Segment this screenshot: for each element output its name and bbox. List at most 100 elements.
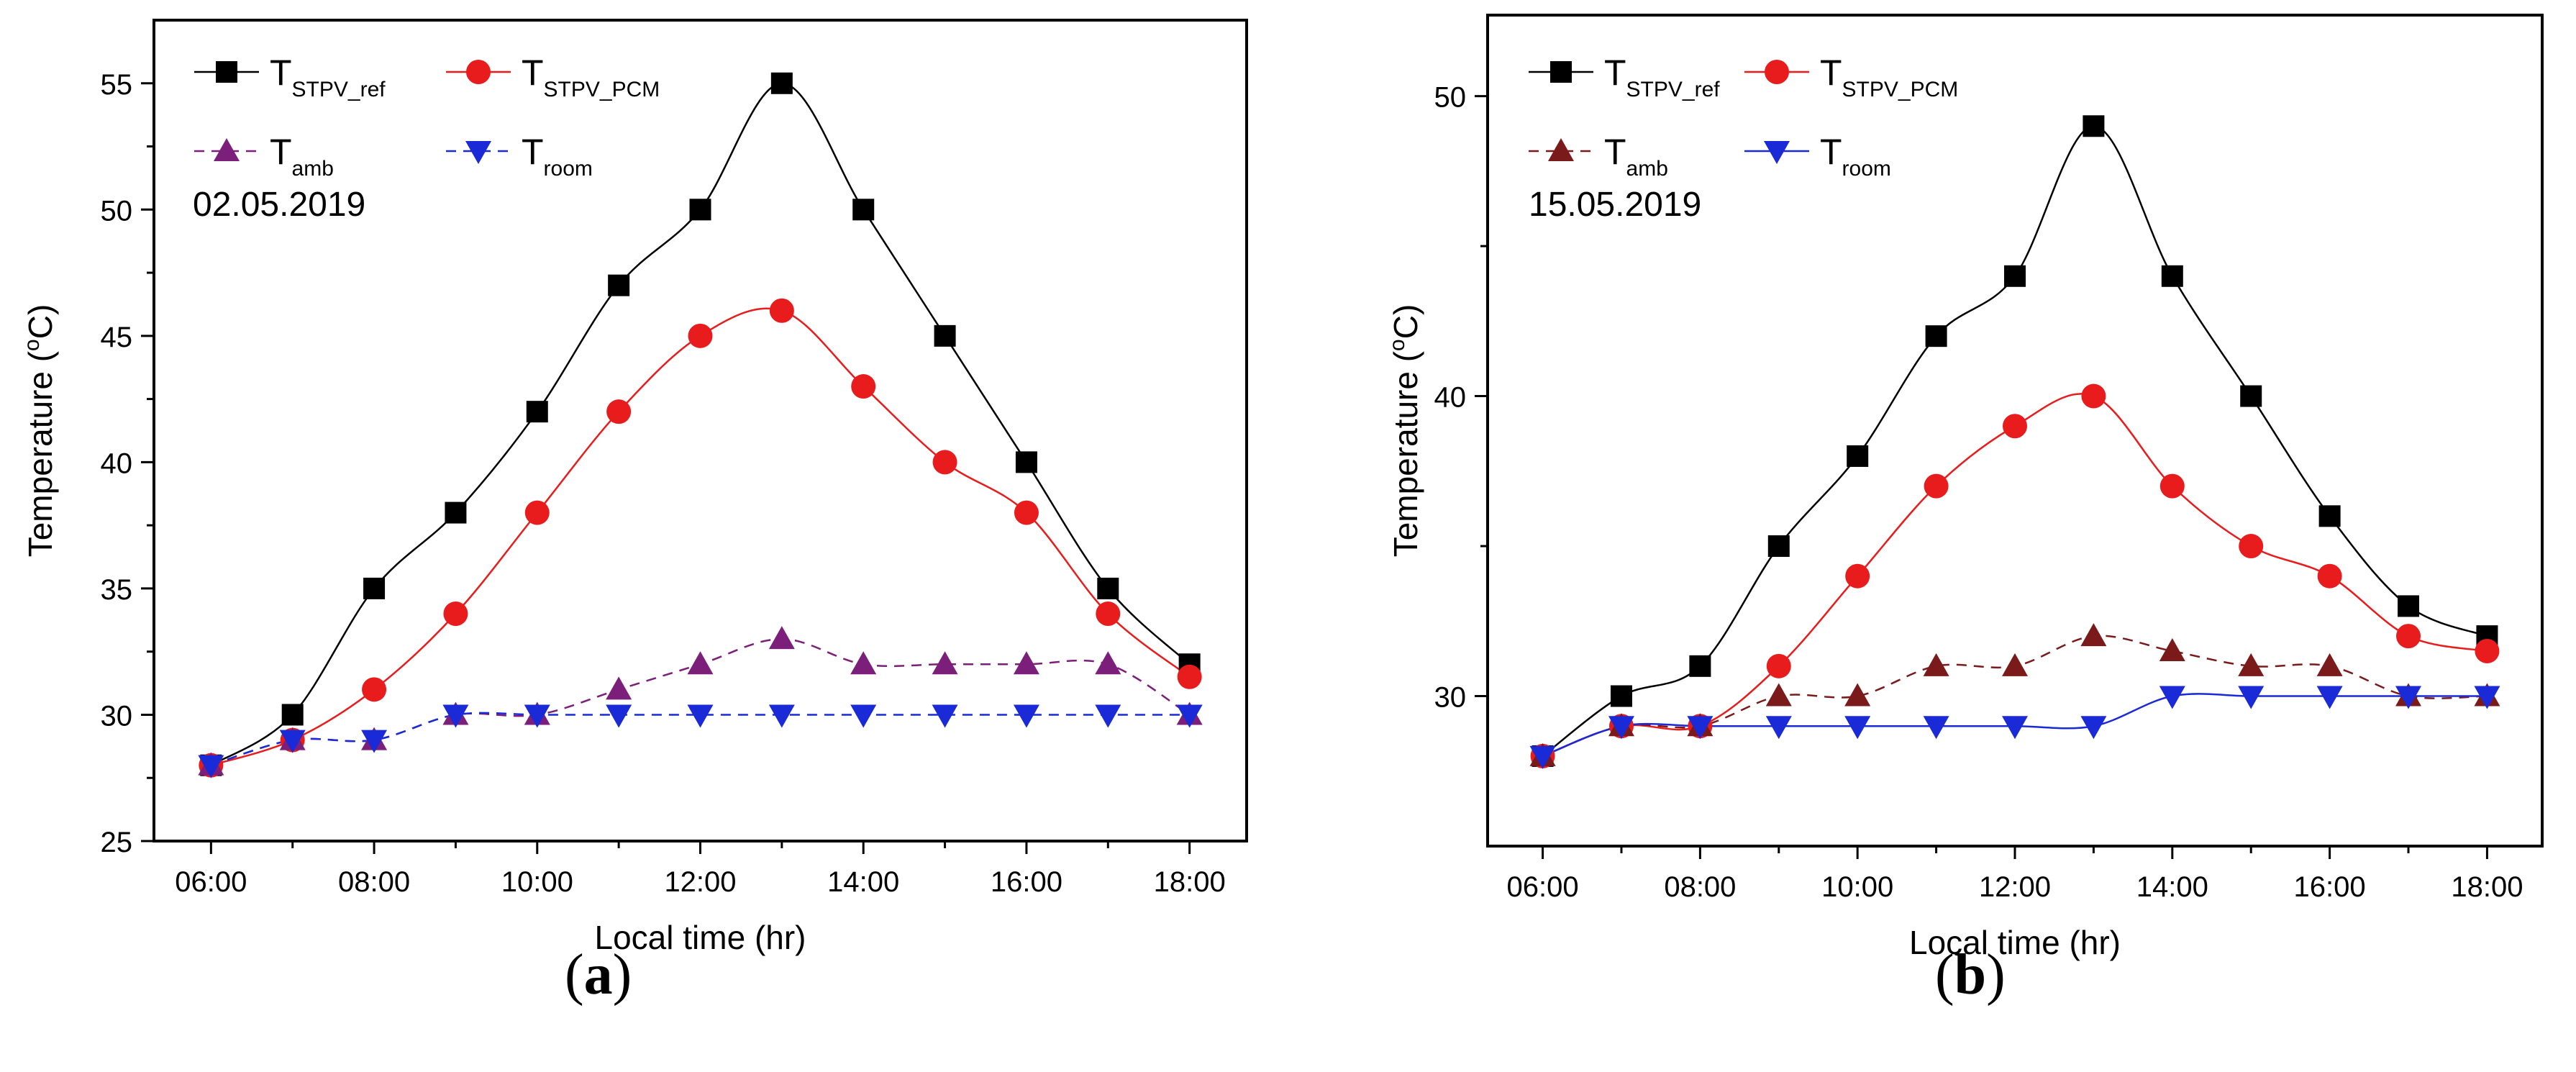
series-line-stpv-ref xyxy=(1542,125,2488,757)
point-stpv-pcm xyxy=(932,450,957,475)
legend-marker xyxy=(216,61,237,83)
x-tick-label: 12:00 xyxy=(664,866,736,898)
legend-label: Tamb xyxy=(1604,132,1668,181)
point-room xyxy=(2474,686,2500,709)
point-stpv-pcm xyxy=(2317,563,2342,589)
y-tick-label: 50 xyxy=(1434,82,1467,114)
y-axis-label: Temperature (oC) xyxy=(20,304,59,558)
point-room xyxy=(1176,704,1203,728)
point-stpv-ref xyxy=(1767,535,1790,558)
legend-entry-amb: Tamb xyxy=(194,132,334,181)
point-amb xyxy=(1844,683,1871,707)
legend-label: TSTPV_ref xyxy=(270,53,386,101)
y-axis-label: Temperature (oC) xyxy=(1385,304,1424,558)
point-stpv-ref xyxy=(689,199,711,221)
legend-entry-stpv-pcm: TSTPV_PCM xyxy=(446,53,660,101)
legend-entry-room: Troom xyxy=(1744,132,1891,181)
point-stpv-pcm xyxy=(2003,414,2027,439)
y-tick-label: 50 xyxy=(101,195,133,227)
legend-label: TSTPV_PCM xyxy=(1820,53,1958,101)
point-stpv-ref xyxy=(1610,685,1632,707)
y-tick-label: 55 xyxy=(101,69,133,101)
point-room xyxy=(850,704,877,728)
point-amb xyxy=(768,626,795,650)
point-stpv-pcm xyxy=(524,500,550,525)
point-stpv-pcm xyxy=(2396,624,2421,649)
y-tick-label: 40 xyxy=(1434,382,1467,414)
point-stpv-ref xyxy=(770,72,793,94)
chart-panel-b: 06:00 08:00 10:00 12:00 14:00 16:00 18:00 30 40 5… xyxy=(1385,14,2544,961)
legend-marker xyxy=(1764,141,1790,164)
y-tick-label: 30 xyxy=(101,700,133,732)
x-tick-label: 12:00 xyxy=(1979,871,2051,903)
y-tick-label: 35 xyxy=(101,574,133,606)
legend-entry-stpv-ref: TSTPV_ref xyxy=(194,53,386,101)
point-room xyxy=(1687,716,1713,740)
panel-label-a: (a) xyxy=(565,943,632,1007)
point-amb xyxy=(2238,653,2265,676)
point-amb xyxy=(1095,651,1121,675)
legend-entry-stpv-ref: TSTPV_ref xyxy=(1529,53,1720,101)
chart-panel-a: 06:00 08:00 10:00 12:00 14:00 16:00 18:00 25 30 3… xyxy=(20,19,1248,956)
x-axis-label: Local time (hr) xyxy=(595,919,806,956)
point-amb xyxy=(2159,637,2185,661)
x-tick-label: 10:00 xyxy=(1821,871,1893,903)
legend-marker xyxy=(1548,138,1574,161)
point-stpv-ref xyxy=(2004,265,2026,287)
legend-label: Troom xyxy=(522,132,593,181)
point-room xyxy=(932,704,958,728)
legend-label-sub: amb xyxy=(292,157,334,181)
point-room xyxy=(524,704,550,728)
legend-label-sub: room xyxy=(544,157,593,181)
point-room xyxy=(1013,704,1039,728)
point-stpv-pcm xyxy=(1096,601,1121,627)
point-stpv-ref xyxy=(1689,655,1711,677)
date-annotation: 15.05.2019 xyxy=(1529,186,1701,224)
legend-label-main: T xyxy=(1820,132,1842,172)
legend-label-main: T xyxy=(522,53,544,93)
x-tick-label: 16:00 xyxy=(2294,871,2366,903)
point-stpv-ref xyxy=(363,577,386,599)
point-amb xyxy=(2316,653,2343,676)
point-stpv-ref xyxy=(934,324,956,347)
x-tick-label: 08:00 xyxy=(1664,871,1736,903)
point-stpv-pcm xyxy=(769,298,794,323)
point-stpv-pcm xyxy=(1766,653,1791,678)
point-amb xyxy=(2080,623,2107,647)
point-stpv-pcm xyxy=(2475,638,2500,663)
y-axis-label-sup: o xyxy=(1385,339,1409,351)
point-stpv-pcm xyxy=(2159,473,2185,499)
point-room xyxy=(198,755,224,778)
point-amb xyxy=(850,651,877,675)
point-stpv-pcm xyxy=(1845,563,1870,589)
point-room xyxy=(687,704,714,728)
point-room xyxy=(1765,716,1792,740)
legend-label: TSTPV_PCM xyxy=(522,53,660,101)
point-room xyxy=(1095,704,1121,728)
point-stpv-ref xyxy=(445,501,467,524)
point-stpv-ref xyxy=(1015,451,1037,473)
point-stpv-ref xyxy=(2161,265,2183,287)
point-room xyxy=(2316,686,2343,709)
legend-label-sub: STPV_PCM xyxy=(544,78,660,101)
point-stpv-ref xyxy=(608,274,630,296)
legend-marker xyxy=(1550,61,1572,83)
legend-entry-room: Troom xyxy=(446,132,593,181)
point-amb xyxy=(687,651,714,675)
y-axis-label-suffix: C) xyxy=(22,304,59,340)
point-room xyxy=(2159,686,2185,709)
x-tick-label: 18:00 xyxy=(1154,866,1226,898)
x-axis-label: Local time (hr) xyxy=(1909,924,2121,961)
legend-entry-stpv-pcm: TSTPV_PCM xyxy=(1744,53,1958,101)
point-stpv-ref xyxy=(281,704,304,726)
y-axis-label-sup: o xyxy=(20,339,44,351)
x-tick-label: 14:00 xyxy=(827,866,899,898)
y-axis-label-prefix: Temperature ( xyxy=(1387,350,1424,557)
point-amb xyxy=(2002,653,2028,676)
legend-label-main: T xyxy=(522,132,544,172)
point-stpv-pcm xyxy=(2081,383,2106,409)
point-room xyxy=(1608,716,1634,740)
point-room xyxy=(442,704,469,728)
date-annotation: 02.05.2019 xyxy=(193,186,365,224)
